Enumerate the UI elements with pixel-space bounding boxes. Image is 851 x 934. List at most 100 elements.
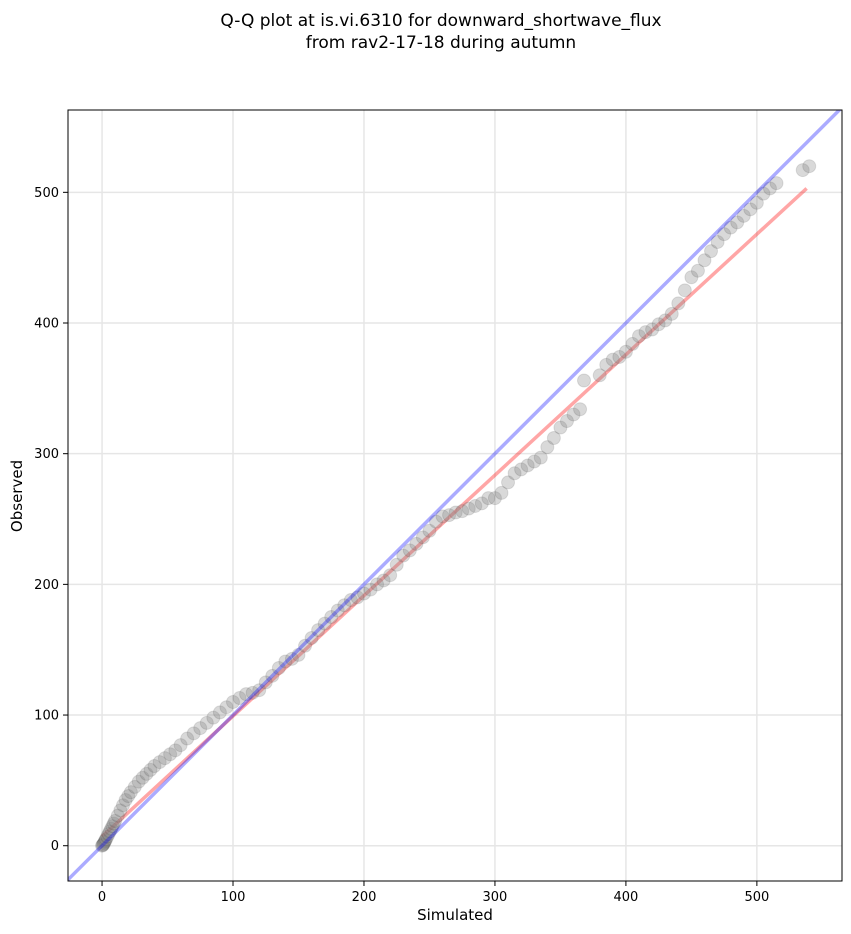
data-point xyxy=(795,163,810,178)
data-point xyxy=(265,668,280,683)
data-point xyxy=(723,220,738,235)
data-point xyxy=(442,508,457,523)
data-point xyxy=(736,208,751,223)
x-tick-label: 100 xyxy=(221,890,246,905)
x-axis-label: Simulated xyxy=(417,906,493,924)
data-point xyxy=(468,498,483,513)
data-point xyxy=(98,832,113,847)
data-point xyxy=(232,691,247,706)
data-point xyxy=(186,726,201,741)
data-point xyxy=(356,586,371,601)
data-point xyxy=(127,779,142,794)
data-point xyxy=(566,407,581,422)
data-point xyxy=(625,336,640,351)
data-point xyxy=(435,509,450,524)
x-tick-label: 300 xyxy=(483,890,508,905)
data-point xyxy=(448,505,463,520)
data-point xyxy=(553,420,568,435)
data-point xyxy=(520,458,535,473)
data-point xyxy=(343,593,358,608)
data-point xyxy=(769,176,784,191)
x-tick-label: 0 xyxy=(98,890,106,905)
data-point xyxy=(540,440,555,455)
data-point xyxy=(121,789,136,804)
data-point xyxy=(429,514,444,529)
data-point xyxy=(671,296,686,311)
data-point xyxy=(317,616,332,631)
data-point xyxy=(278,654,293,669)
data-point xyxy=(193,721,208,736)
data-point xyxy=(100,829,115,844)
data-point xyxy=(612,349,627,364)
data-point xyxy=(337,598,352,613)
data-point xyxy=(106,816,121,831)
data-point xyxy=(152,755,167,770)
data-point xyxy=(97,836,112,851)
data-point xyxy=(96,837,111,852)
data-point xyxy=(383,568,398,583)
y-axis-ticks: 0 100 200 300 400 500 xyxy=(34,186,68,854)
fit-line-group xyxy=(100,187,808,838)
chart-title-line-2: from rav2-17-18 during autumn xyxy=(306,33,576,53)
data-point xyxy=(481,491,496,506)
data-point xyxy=(507,466,522,481)
data-point xyxy=(645,322,660,337)
data-point xyxy=(95,838,110,853)
data-point xyxy=(239,687,254,702)
data-point xyxy=(599,357,614,372)
data-point xyxy=(690,263,705,278)
data-point xyxy=(98,833,113,848)
data-point xyxy=(123,785,138,800)
data-point xyxy=(717,227,732,242)
data-point xyxy=(118,792,133,807)
data-point xyxy=(139,766,154,781)
data-point xyxy=(102,824,117,839)
data-point xyxy=(474,496,489,511)
x-tick-label: 200 xyxy=(352,890,377,905)
data-point xyxy=(168,743,183,758)
data-point xyxy=(173,738,188,753)
data-point xyxy=(135,770,150,785)
data-point xyxy=(350,590,365,605)
data-points xyxy=(95,159,817,853)
data-point xyxy=(311,623,326,638)
data-point xyxy=(749,195,764,210)
data-point xyxy=(389,557,404,572)
data-point xyxy=(245,685,260,700)
data-point xyxy=(101,826,116,841)
y-tick-label: 200 xyxy=(34,578,59,593)
data-point xyxy=(651,317,666,332)
data-point xyxy=(291,647,306,662)
data-point xyxy=(108,813,123,828)
data-point xyxy=(501,475,516,490)
data-point xyxy=(677,283,692,298)
x-axis-ticks: 0 100 200 300 400 500 xyxy=(98,881,769,905)
data-point xyxy=(252,683,267,698)
data-point xyxy=(258,675,273,690)
data-point xyxy=(494,485,509,500)
data-point xyxy=(684,270,699,285)
data-point xyxy=(363,582,378,597)
data-point xyxy=(527,454,542,469)
data-point xyxy=(577,373,591,388)
data-point xyxy=(147,759,162,774)
grid-lines xyxy=(68,110,842,881)
data-point xyxy=(157,751,172,766)
x-tick-label: 400 xyxy=(613,890,638,905)
data-point xyxy=(605,352,620,367)
data-point xyxy=(422,523,437,538)
data-point xyxy=(487,491,502,506)
data-point xyxy=(710,234,725,249)
data-point xyxy=(131,774,146,789)
data-point xyxy=(330,603,345,618)
data-point xyxy=(762,181,777,196)
y-tick-label: 500 xyxy=(34,186,59,201)
data-point xyxy=(730,215,745,230)
data-point xyxy=(226,694,241,709)
y-tick-label: 400 xyxy=(34,317,59,332)
chart-title-line-1: Q-Q plot at is.vi.6310 for downward_shor… xyxy=(220,11,661,31)
one-to-one-line xyxy=(68,110,842,881)
fit-line xyxy=(100,187,808,838)
